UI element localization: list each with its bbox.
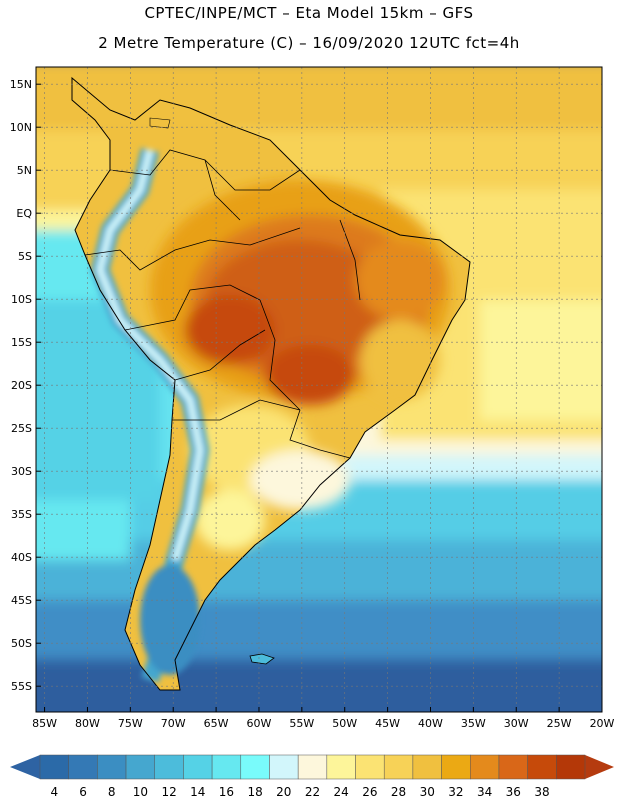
lat-tick-label: 40S: [11, 551, 32, 564]
longitude-labels: 85W 80W 75W 70W 65W 60W 55W 50W 45W 40W 35W 30W 25W 2…: [32, 707, 615, 730]
colorbar-swatch: [556, 754, 586, 780]
colorbar-label: 24: [334, 785, 349, 799]
colorbar-swatch: [498, 754, 528, 780]
colorbar-label: 14: [190, 785, 205, 799]
map-plot-area: [36, 67, 602, 712]
lat-tick-label: 35S: [11, 508, 32, 521]
colorbar-swatch: [183, 754, 213, 780]
colorbar-label: 26: [362, 785, 377, 799]
colorbar-label: 16: [219, 785, 234, 799]
colorbar-label: 10: [133, 785, 148, 799]
colorbar-swatch: [39, 754, 69, 780]
map-title-line1: CPTEC/INPE/MCT – Eta Model 15km – GFS: [144, 4, 474, 22]
lat-tick-label: 25S: [11, 422, 32, 435]
colorbar-swatch: [297, 754, 328, 780]
lon-tick-label: 25W: [547, 717, 572, 730]
lon-tick-label: 55W: [289, 717, 314, 730]
colorbar-label: 6: [79, 785, 87, 799]
south-america-continent: [71, 76, 471, 691]
colorbar-swatch: [68, 754, 98, 780]
lat-tick-label: 10S: [11, 293, 32, 306]
colorbar-swatch: [154, 754, 184, 780]
colorbar-label: 34: [477, 785, 492, 799]
colorbar-label: 30: [420, 785, 435, 799]
lat-tick-label: 30S: [11, 465, 32, 478]
lon-tick-label: 30W: [504, 717, 529, 730]
colorbar-label: 32: [448, 785, 463, 799]
colorbar-low-arrow: [10, 755, 40, 779]
lat-tick-label: 15N: [10, 78, 32, 91]
colorbar-swatch: [326, 754, 356, 780]
lat-tick-label: 5N: [17, 164, 32, 177]
colorbar-label: 8: [108, 785, 116, 799]
colorbar-swatch: [527, 754, 557, 780]
colorbar-swatch: [211, 754, 242, 780]
colorbar-high-arrow: [585, 755, 614, 779]
colorbar-swatch: [97, 754, 127, 780]
lon-tick-label: 85W: [32, 717, 57, 730]
lat-tick-label: EQ: [16, 207, 32, 220]
colorbar-label: 18: [247, 785, 262, 799]
lon-tick-label: 50W: [332, 717, 357, 730]
lon-tick-label: 20W: [590, 717, 615, 730]
colorbar-swatch: [240, 754, 270, 780]
lon-tick-label: 60W: [247, 717, 272, 730]
colorbar-label: 22: [305, 785, 320, 799]
lon-tick-label: 70W: [161, 717, 186, 730]
lat-tick-label: 15S: [11, 336, 32, 349]
colorbar-swatch: [125, 754, 155, 780]
lon-tick-label: 75W: [118, 717, 143, 730]
colorbar-label: 38: [534, 785, 549, 799]
lon-tick-label: 35W: [461, 717, 486, 730]
map-title-line2: 2 Metre Temperature (C) – 16/09/2020 12U…: [98, 34, 520, 52]
latitude-labels: 15N 10N 5N EQ 5S 10S 15S 20S 25S 30S 35S 40S 45S 50S 5…: [10, 78, 41, 693]
map-frame: [35, 66, 603, 713]
graticule: [36, 67, 602, 712]
colorbar-label: 4: [51, 785, 59, 799]
lat-tick-label: 10N: [10, 121, 32, 134]
colorbar: 4 6 8 10 12 14 16 18 20 22 24 26 28 30 32 34 36 38: [10, 754, 614, 799]
lon-tick-label: 80W: [75, 717, 100, 730]
lat-tick-label: 50S: [11, 637, 32, 650]
colorbar-swatch: [269, 754, 299, 780]
colorbar-label: 28: [391, 785, 406, 799]
colorbar-label: 36: [506, 785, 521, 799]
colorbar-swatch: [355, 754, 385, 780]
colorbar-swatch: [383, 754, 414, 780]
lon-tick-label: 65W: [204, 717, 229, 730]
lat-tick-label: 55S: [11, 680, 32, 693]
lon-tick-label: 45W: [375, 717, 400, 730]
colorbar-swatch: [470, 754, 500, 780]
lon-tick-label: 40W: [418, 717, 443, 730]
colorbar-label: 20: [276, 785, 291, 799]
lat-tick-label: 45S: [11, 594, 32, 607]
lat-tick-label: 20S: [11, 379, 32, 392]
colorbar-label: 12: [161, 785, 176, 799]
colorbar-swatch: [441, 754, 471, 780]
colorbar-swatch: [412, 754, 442, 780]
lat-tick-label: 5S: [18, 250, 32, 263]
